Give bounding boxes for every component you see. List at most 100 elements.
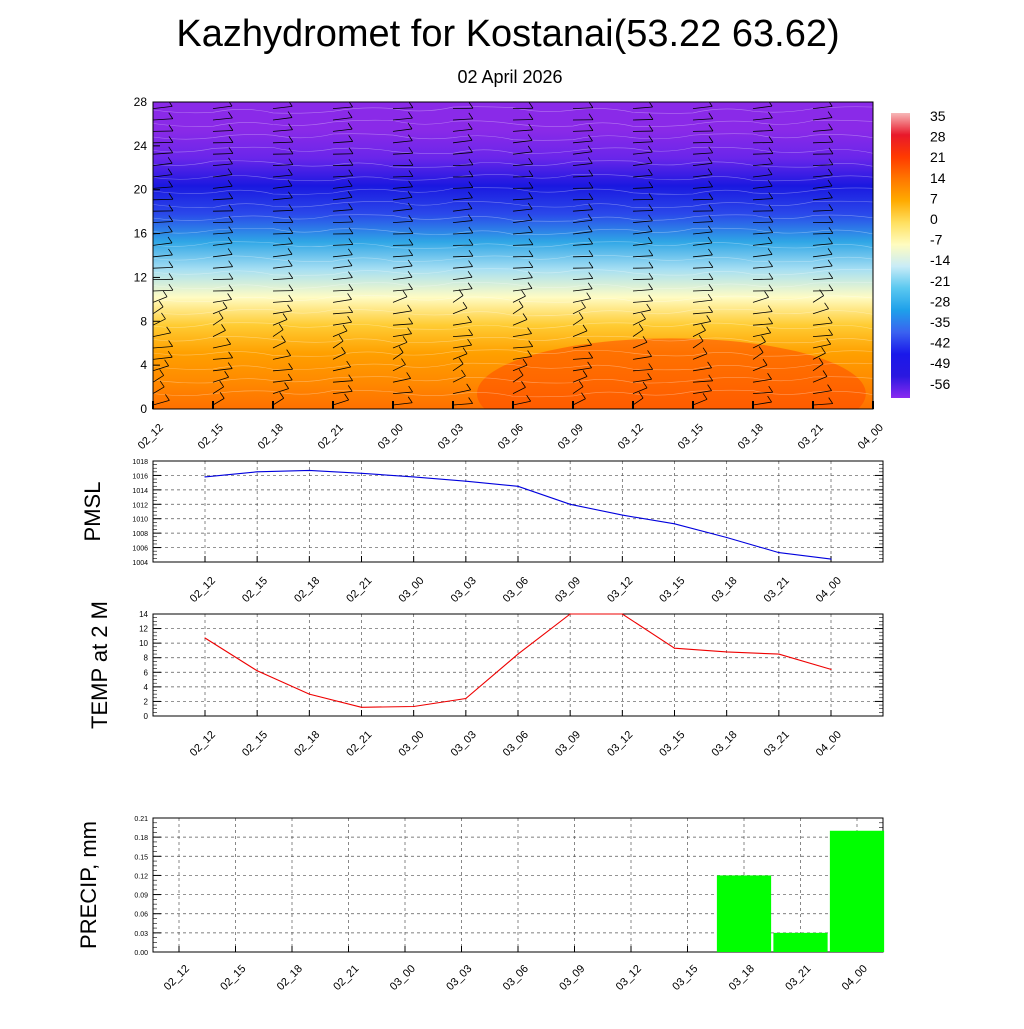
x-tick-label: 04_00	[814, 729, 844, 759]
x-tick-label: 03_00	[396, 575, 426, 605]
y-tick-label: 10	[139, 639, 148, 648]
y-tick-label: 0.21	[134, 816, 148, 823]
wind-barb-flag	[883, 382, 887, 388]
colorbar-label: -7	[930, 232, 943, 248]
x-tick-label: 03_12	[605, 729, 635, 759]
wind-barb	[693, 199, 713, 200]
wind-barb-flag	[880, 290, 884, 296]
wind-barb	[873, 141, 893, 142]
data-point	[361, 707, 362, 708]
data-point	[674, 523, 675, 524]
data-point	[257, 670, 258, 671]
wind-barb	[873, 375, 883, 382]
data-point	[570, 613, 571, 614]
x-tick-label: 03_03	[449, 729, 479, 759]
x-tick-label: 03_06	[496, 422, 526, 452]
x-tick-label: 03_00	[388, 963, 418, 993]
data-point	[830, 559, 831, 560]
y-tick-label: 1014	[132, 488, 148, 495]
colorbar-gradient	[891, 113, 910, 398]
x-tick-label: 02_18	[256, 422, 286, 452]
y-tick-label: 1012	[132, 502, 148, 509]
wind-barb	[873, 290, 893, 291]
y-tick-label: 28	[134, 95, 148, 109]
x-tick-label: 03_21	[762, 575, 792, 605]
data-point	[778, 552, 779, 553]
x-tick-label: 02_18	[292, 729, 322, 759]
wind-barb	[873, 346, 893, 348]
wind-barb	[873, 118, 892, 120]
y-tick-label: 1006	[132, 546, 148, 553]
wind-barb	[573, 199, 593, 200]
data-point	[413, 706, 414, 707]
wind-barb	[873, 356, 891, 360]
y-tick-label: 12	[134, 270, 148, 284]
wind-barb	[873, 266, 892, 268]
wind-barb	[153, 199, 173, 200]
data-point	[726, 651, 727, 652]
colorbar-label: -49	[930, 355, 950, 371]
wind-barb	[873, 402, 892, 405]
bar	[830, 831, 884, 952]
wind-barb-flag	[880, 301, 884, 307]
x-tick-label: 02_12	[188, 729, 218, 759]
colorbar-label: -14	[930, 252, 950, 268]
wind-barb	[753, 279, 773, 280]
data-point	[204, 476, 205, 477]
wind-barb	[873, 278, 892, 280]
page-subtitle: 02 April 2026	[457, 67, 562, 87]
y-tick-label: 4	[140, 358, 147, 372]
wind-barb	[873, 334, 892, 336]
y-tick-label: 14	[139, 610, 148, 619]
x-tick-label: 03_18	[736, 422, 766, 452]
y-tick-label: 12	[139, 625, 148, 634]
wind-barb	[873, 197, 892, 199]
data-point	[830, 669, 831, 670]
x-tick-label: 04_00	[856, 422, 886, 452]
x-tick-label: 02_18	[292, 575, 322, 605]
wind-barb	[873, 176, 893, 177]
wind-barb	[633, 279, 653, 280]
wind-barb	[873, 129, 892, 131]
wind-barb	[873, 296, 884, 303]
data-point	[517, 486, 518, 487]
y-tick-label: 0.06	[134, 912, 148, 919]
axis-ylabel: TEMP at 2 M	[87, 601, 112, 729]
data-point	[517, 653, 518, 654]
data-point	[778, 653, 779, 654]
colorbar-label: -21	[930, 273, 950, 289]
x-tick-label: 02_12	[136, 422, 166, 452]
bar	[773, 933, 827, 952]
data-point	[309, 694, 310, 695]
data-point	[622, 515, 623, 516]
x-tick-label: 02_12	[188, 575, 218, 605]
wind-barb	[873, 222, 893, 223]
x-tick-label: 03_15	[670, 963, 700, 993]
x-tick-label: 03_03	[449, 575, 479, 605]
x-tick-label: 03_12	[614, 963, 644, 993]
x-tick-label: 03_09	[553, 575, 583, 605]
x-tick-label: 04_00	[840, 963, 870, 993]
x-tick-label: 02_18	[275, 963, 305, 993]
y-tick-label: 6	[144, 668, 149, 677]
x-tick-label: 03_09	[557, 963, 587, 993]
x-tick-label: 02_21	[344, 575, 374, 605]
wind-barb	[873, 244, 893, 245]
y-tick-label: 24	[134, 139, 148, 153]
colorbar-label: 14	[930, 170, 946, 186]
x-tick-label: 02_12	[162, 963, 192, 993]
x-tick-label: 03_21	[783, 963, 813, 993]
wind-barb	[873, 210, 893, 212]
x-tick-label: 02_15	[240, 729, 270, 759]
y-tick-label: 0.00	[134, 950, 148, 957]
wind-barb	[873, 186, 892, 188]
grid	[153, 818, 883, 952]
x-tick-label: 03_18	[709, 729, 739, 759]
x-tick-label: 03_00	[396, 729, 426, 759]
x-tick-label: 03_12	[616, 422, 646, 452]
x-tick-label: 03_09	[553, 729, 583, 759]
x-tick-label: 02_21	[344, 729, 374, 759]
wind-barb-flag	[879, 369, 883, 375]
